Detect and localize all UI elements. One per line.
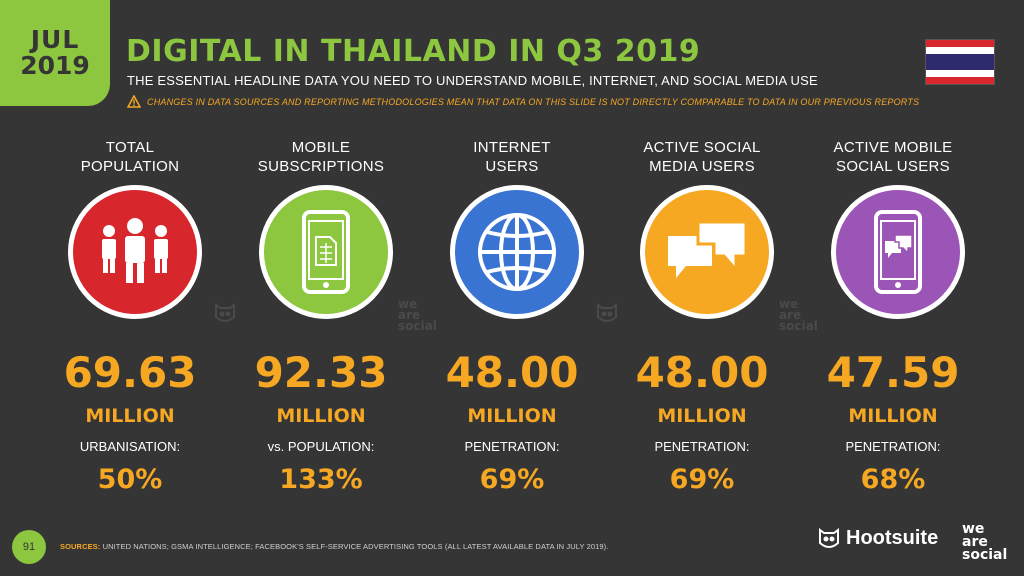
thailand-flag-icon — [926, 40, 994, 84]
page-title: DIGITAL IN THAILAND IN Q3 2019 — [126, 34, 701, 69]
page-subtitle: THE ESSENTIAL HEADLINE DATA YOU NEED TO … — [127, 73, 818, 88]
we-are-social-watermark: we are social — [398, 297, 437, 333]
mobile-chat-icon — [831, 185, 965, 319]
people-icon — [68, 185, 202, 319]
warning-note: CHANGES IN DATA SOURCES AND REPORTING ME… — [127, 95, 919, 108]
stat-value: 47.59 — [826, 348, 960, 397]
stat-subvalue: 68% — [860, 464, 926, 495]
stat-mobile-subscriptions: MOBILE SUBSCRIPTIONS 92.33 MILLION vs. PO… — [231, 138, 411, 495]
stat-label: MOBILE SUBSCRIPTIONS — [257, 139, 385, 175]
date-badge: JUL 2019 — [0, 0, 110, 106]
stat-label: INTERNET USERS — [473, 139, 551, 175]
sources-note: SOURCES: UNITED NATIONS; GSMA INTELLIGEN… — [60, 542, 609, 551]
owl-watermark-icon — [597, 303, 617, 322]
stat-sublabel: URBANISATION: — [79, 439, 181, 454]
stat-subvalue: 50% — [97, 464, 163, 495]
stat-sublabel: PENETRATION: — [845, 439, 941, 454]
date-year: 2019 — [20, 51, 90, 80]
hootsuite-logo: Hootsuite — [818, 527, 938, 550]
stat-subvalue: 69% — [479, 464, 545, 495]
stat-sublabel: vs. POPULATION: — [267, 439, 375, 454]
stat-sublabel: PENETRATION: — [654, 439, 750, 454]
stat-sublabel: PENETRATION: — [464, 439, 560, 454]
we-are-social-watermark: we are social — [779, 297, 818, 333]
stat-value: 48.00 — [635, 348, 769, 397]
stat-unit: MILLION — [276, 405, 366, 427]
stat-subvalue: 133% — [279, 464, 363, 495]
stat-unit: MILLION — [467, 405, 557, 427]
owl-watermark-icon — [215, 303, 235, 322]
mobile-sim-icon — [259, 185, 393, 319]
stat-label: ACTIVE MOBILE SOCIAL USERS — [833, 139, 953, 175]
globe-icon — [450, 185, 584, 319]
hootsuite-owl-icon — [819, 527, 839, 548]
stat-active-social-media-users: ACTIVE SOCIAL MEDIA USERS 48.00 MILLION P… — [612, 138, 792, 495]
stat-label: TOTAL POPULATION — [80, 139, 180, 175]
page-number: 91 — [12, 530, 46, 564]
warning-icon — [127, 95, 141, 108]
we-are-social-logo: we are social — [962, 521, 1008, 563]
stat-unit: MILLION — [85, 405, 175, 427]
stat-unit: MILLION — [848, 405, 938, 427]
stat-total-population: TOTAL POPULATION 69.63 MILLION URBANISATI… — [40, 138, 220, 495]
stat-value: 48.00 — [445, 348, 579, 397]
stat-internet-users: INTERNET USERS 48.00 MILLION PENETRATION:… — [422, 138, 602, 495]
date-month: JUL — [30, 24, 80, 54]
stat-value: 92.33 — [254, 348, 388, 397]
stat-subvalue: 69% — [669, 464, 735, 495]
hootsuite-wordmark: Hootsuite — [846, 527, 939, 549]
stat-value: 69.63 — [63, 348, 197, 397]
chat-bubbles-icon — [640, 185, 774, 319]
stat-label: ACTIVE SOCIAL MEDIA USERS — [643, 139, 761, 175]
warning-text: CHANGES IN DATA SOURCES AND REPORTING ME… — [147, 96, 920, 107]
stat-active-mobile-social-users: ACTIVE MOBILE SOCIAL USERS 47.59 MILLION … — [803, 138, 983, 495]
stat-unit: MILLION — [657, 405, 747, 427]
